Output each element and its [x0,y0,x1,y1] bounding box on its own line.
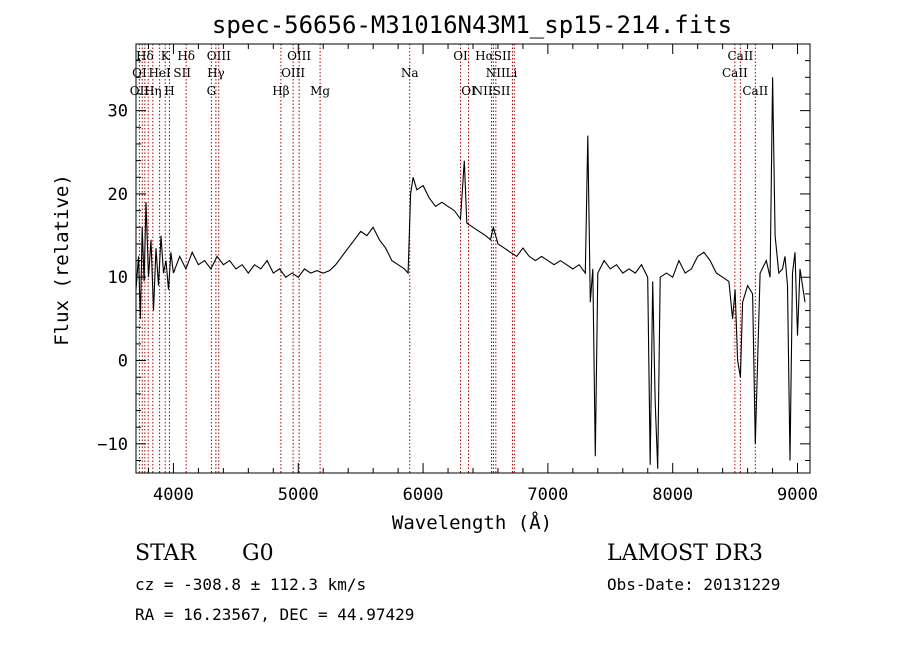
x-tick-label: 9000 [777,485,818,505]
spectrum-series-line [135,77,806,469]
spectral-line-label: NIISII [473,84,511,98]
spectral-line-label: CaII [727,49,753,63]
spectral-line-label: OI [132,66,147,80]
spectral-line-label: Na [401,66,419,80]
y-tick-label: 0 [118,352,128,372]
x-tick-label: 8000 [652,485,693,505]
spectral-line-label: SII [173,66,191,80]
x-axis-ticks: 4000 5000 6000 7000 8000 9000 [147,44,818,505]
obs-date-text: Obs-Date: 20131229 [607,575,780,594]
y-tick-label: 20 [108,185,128,205]
x-tick-label: 4000 [153,485,194,505]
spectral-line-label: Hδ [136,49,154,63]
spectral-line-label: Hγ [207,66,225,80]
survey-name: LAMOST DR3 [607,541,763,566]
spectral-line-label: G [207,84,217,98]
spectral-line-label: OIII [287,49,311,63]
y-axis-ticks: −10 0 10 20 30 [97,43,810,462]
x-tick-label: 7000 [527,485,568,505]
y-tick-label: 30 [108,102,128,122]
spectral-line-label: CaII [742,84,768,98]
spectral-line-label: OIII [207,49,231,63]
spectral-line-label: CaII [722,66,748,80]
y-axis-label: Flux (relative) [51,174,73,346]
spectral-line-label: NII [486,66,506,80]
x-tick-label: 6000 [403,485,444,505]
spectral-line-label: HeI [148,66,171,80]
spectral-line-label: Hβ [272,84,289,98]
spectral-line-label: OI [453,49,468,63]
spectral-line-label: Li [505,66,517,80]
x-axis-label: Wavelength (Å) [392,511,552,534]
chart-title: spec-56656-M31016N43M1_sp15-214.fits [212,11,732,39]
spectral-line-label: H [164,84,174,98]
spectral-line-label: OI [461,84,476,98]
object-class: STAR [135,541,197,566]
spectral-line-label: K [161,49,171,63]
spectral-line-markers [138,44,756,473]
object-subclass: G0 [242,541,274,566]
redshift-text: cz = -308.8 ± 112.3 km/s [135,575,366,594]
spectral-line-label: HαSII [475,49,512,63]
spectral-line-label: Mg [310,84,330,98]
spectral-line-label: OII [130,84,150,98]
y-tick-label: 10 [108,268,128,288]
x-tick-label: 5000 [278,485,319,505]
spectral-line-label: Hδ [177,49,195,63]
y-tick-label: −10 [97,435,128,455]
plot-area [135,77,806,469]
coordinates-text: RA = 16.23567, DEC = 44.97429 [135,605,414,624]
spectral-line-label: Hη [144,84,162,98]
spectral-line-label: OIII [281,66,305,80]
